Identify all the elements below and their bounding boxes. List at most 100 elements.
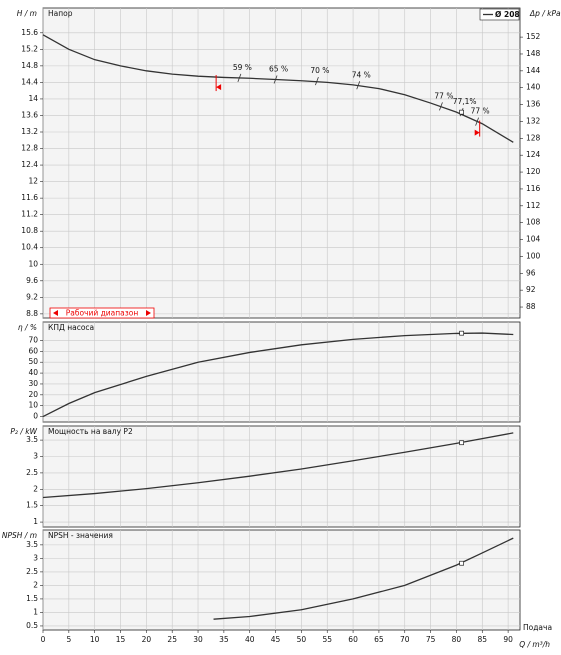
y-tick-label: 2: [33, 484, 38, 493]
x-tick-label: 80: [452, 635, 462, 644]
x-tick-label: 60: [348, 635, 358, 644]
y2-tick-label: 112: [526, 201, 541, 210]
efficiency-label: 65 %: [269, 65, 288, 74]
y-tick-label: 10: [28, 401, 38, 410]
y2-tick-label: 88: [526, 302, 536, 311]
y-tick-label: 10.4: [21, 243, 38, 252]
y2-tick-label: 96: [526, 268, 536, 277]
efficiency-label: 77 %: [434, 91, 453, 100]
y2-tick-label: 100: [526, 251, 541, 260]
plot-area: [42, 321, 521, 423]
y2-tick-label: 128: [526, 133, 541, 142]
y2-tick-label: 148: [526, 49, 541, 58]
plot-area: [42, 425, 521, 528]
panel-title: NPSH - значения: [48, 531, 113, 540]
panel-title: Напор: [48, 9, 73, 18]
efficiency-label: 70 %: [310, 66, 329, 75]
y2-tick-label: 104: [526, 235, 541, 244]
y-tick-label: 12.8: [21, 144, 38, 153]
efficiency-tick: [439, 102, 443, 111]
x-tick-label: 0: [41, 635, 46, 644]
y-tick-label: 60: [28, 346, 38, 355]
y-tick-label: 11.2: [21, 210, 38, 219]
y-tick-label: 3: [33, 553, 38, 562]
range-arrow: [474, 129, 480, 136]
y-tick-label: 0: [33, 412, 38, 421]
x-axis-label: Q / m³/h: [519, 640, 550, 649]
x-tick-label: 40: [245, 635, 255, 644]
y2-tick-label: 132: [526, 116, 541, 125]
y-tick-label: 15.2: [21, 44, 38, 53]
y-tick-label: 8.8: [26, 309, 38, 318]
x-tick-label: 25: [167, 635, 177, 644]
y-tick-label: 9.6: [26, 276, 38, 285]
curve: [42, 432, 514, 499]
range-box-arrow: [53, 310, 58, 316]
y-tick-label: 14.8: [21, 61, 38, 70]
x-tick-label: 75: [426, 635, 436, 644]
y-tick-label: 20: [28, 390, 38, 399]
panel-title: Мощность на валу P2: [48, 427, 133, 436]
y2-tick-label: 136: [526, 100, 541, 109]
y-tick-label: 2.5: [26, 567, 38, 576]
y2-tick-label: 120: [526, 167, 541, 176]
y-axis-label: H / m: [17, 9, 37, 18]
y2-tick-label: 116: [526, 184, 541, 193]
operating-point: [459, 109, 464, 115]
efficiency-tick: [356, 81, 361, 90]
y-tick-label: 0.5: [26, 621, 38, 630]
y2-tick-label: 108: [526, 218, 541, 227]
y-tick-label: 10: [28, 259, 38, 268]
y-tick-label: 9.2: [26, 292, 38, 301]
x-tick-label: 15: [116, 635, 126, 644]
efficiency-label: 59 %: [233, 63, 252, 72]
y-tick-label: 13.6: [21, 110, 38, 119]
x-tick-label: 5: [66, 635, 71, 644]
y-tick-label: 1.5: [26, 594, 38, 603]
y-tick-label: 50: [28, 357, 38, 366]
legend-box: [479, 8, 520, 21]
y-tick-label: 40: [28, 368, 38, 377]
y2-tick-label: 140: [526, 83, 541, 92]
y-axis-label: NPSH / m: [2, 531, 37, 540]
range-label: Рабочий диапазон: [66, 309, 139, 318]
y-tick-label: 1: [33, 607, 38, 616]
plot-area: [42, 7, 521, 319]
y-tick-label: 2.5: [26, 468, 38, 477]
range-box-arrow: [146, 310, 151, 316]
y2-tick-label: 144: [526, 66, 541, 75]
range-box: [49, 307, 155, 319]
efficiency-label: 74 %: [352, 70, 371, 79]
curve: [213, 537, 514, 620]
y-tick-label: 14: [28, 94, 38, 103]
operating-point: [459, 330, 464, 336]
y-tick-label: 12.4: [21, 160, 38, 169]
y-tick-label: 3.5: [26, 435, 38, 444]
x-tick-label: 65: [374, 635, 384, 644]
y2-tick-label: 92: [526, 285, 536, 294]
y-tick-label: 1.5: [26, 501, 38, 510]
efficiency-tick: [237, 73, 242, 82]
y-tick-label: 15.6: [21, 28, 38, 37]
x-tick-label: 10: [90, 635, 100, 644]
y-tick-label: 13.2: [21, 127, 38, 136]
y-tick-label: 12: [28, 177, 38, 186]
y-axis-label: η / %: [18, 323, 37, 332]
x-caption: Подача: [523, 623, 552, 632]
x-tick-label: 85: [478, 635, 488, 644]
x-tick-label: 55: [322, 635, 332, 644]
efficiency-label: 77,1%: [453, 97, 477, 106]
operating-point: [459, 440, 464, 446]
y-tick-label: 30: [28, 379, 38, 388]
x-tick-label: 90: [503, 635, 513, 644]
y-tick-label: 11.6: [21, 193, 38, 202]
y-tick-label: 1: [33, 517, 38, 526]
y-tick-label: 70: [28, 335, 38, 344]
range-arrow: [216, 84, 222, 91]
y-tick-label: 14.4: [21, 77, 38, 86]
x-tick-label: 30: [193, 635, 203, 644]
y-tick-label: 3.5: [26, 540, 38, 549]
panel-title: КПД насоса: [48, 323, 94, 332]
x-tick-label: 70: [400, 635, 410, 644]
